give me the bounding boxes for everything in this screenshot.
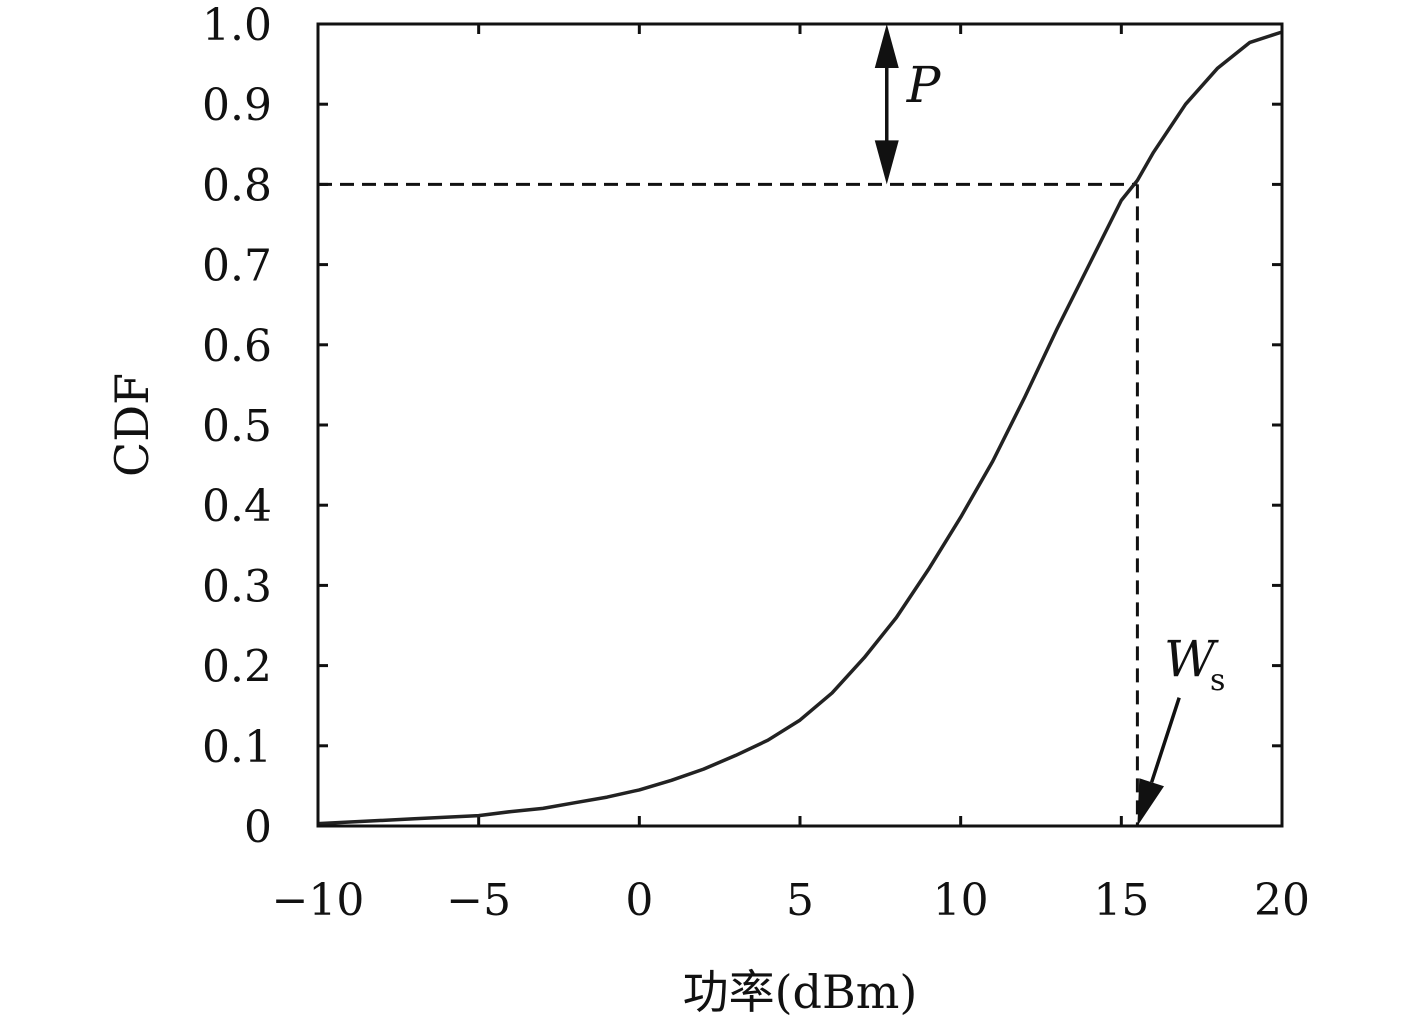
y-tick-label: 0.7 (202, 241, 272, 292)
ws-arrow (1137, 697, 1181, 826)
plot-frame (316, 22, 1284, 828)
y-tick-label: 0.9 (202, 80, 272, 131)
p-double-arrow (874, 24, 899, 185)
x-tick-label: −10 (272, 875, 365, 926)
y-tick-label: 0.6 (202, 321, 272, 372)
y-tick-label: 0.3 (202, 561, 272, 612)
x-axis-tick-labels: −10 −5 0 5 10 15 20 (272, 875, 1310, 926)
y-axis-title: CDF (105, 373, 159, 477)
y-tick-label: 0.5 (202, 401, 272, 452)
ws-annotation-subscript: s (1210, 663, 1225, 698)
y-tick-label: 0.4 (202, 481, 272, 532)
y-tick-label: 1.0 (202, 0, 272, 51)
y-axis-tick-labels: 0 0.1 0.2 0.3 0.4 0.5 0.6 0.7 0.8 0.9 1.0 (202, 0, 272, 853)
ws-annotation-label: W (1164, 630, 1219, 688)
reference-lines (318, 182, 1139, 826)
y-axis-ticks (318, 22, 1282, 828)
y-tick-label: 0 (244, 802, 272, 853)
y-tick-label: 0.2 (202, 642, 272, 693)
y-tick-label: 0.1 (202, 722, 272, 773)
x-tick-label: −5 (446, 875, 511, 926)
x-axis-title: 功率(dBm) (683, 965, 918, 1019)
x-tick-label: 20 (1254, 875, 1310, 926)
cdf-series-line (317, 30, 1283, 826)
x-tick-label: 5 (786, 875, 814, 926)
y-tick-label: 0.8 (202, 160, 272, 211)
x-tick-label: 15 (1093, 875, 1149, 926)
x-tick-label: 0 (625, 875, 653, 926)
x-tick-label: 10 (933, 875, 989, 926)
x-axis-ticks (316, 24, 1284, 826)
annotations: P Ws (874, 24, 1225, 826)
p-annotation-label: P (906, 56, 942, 114)
